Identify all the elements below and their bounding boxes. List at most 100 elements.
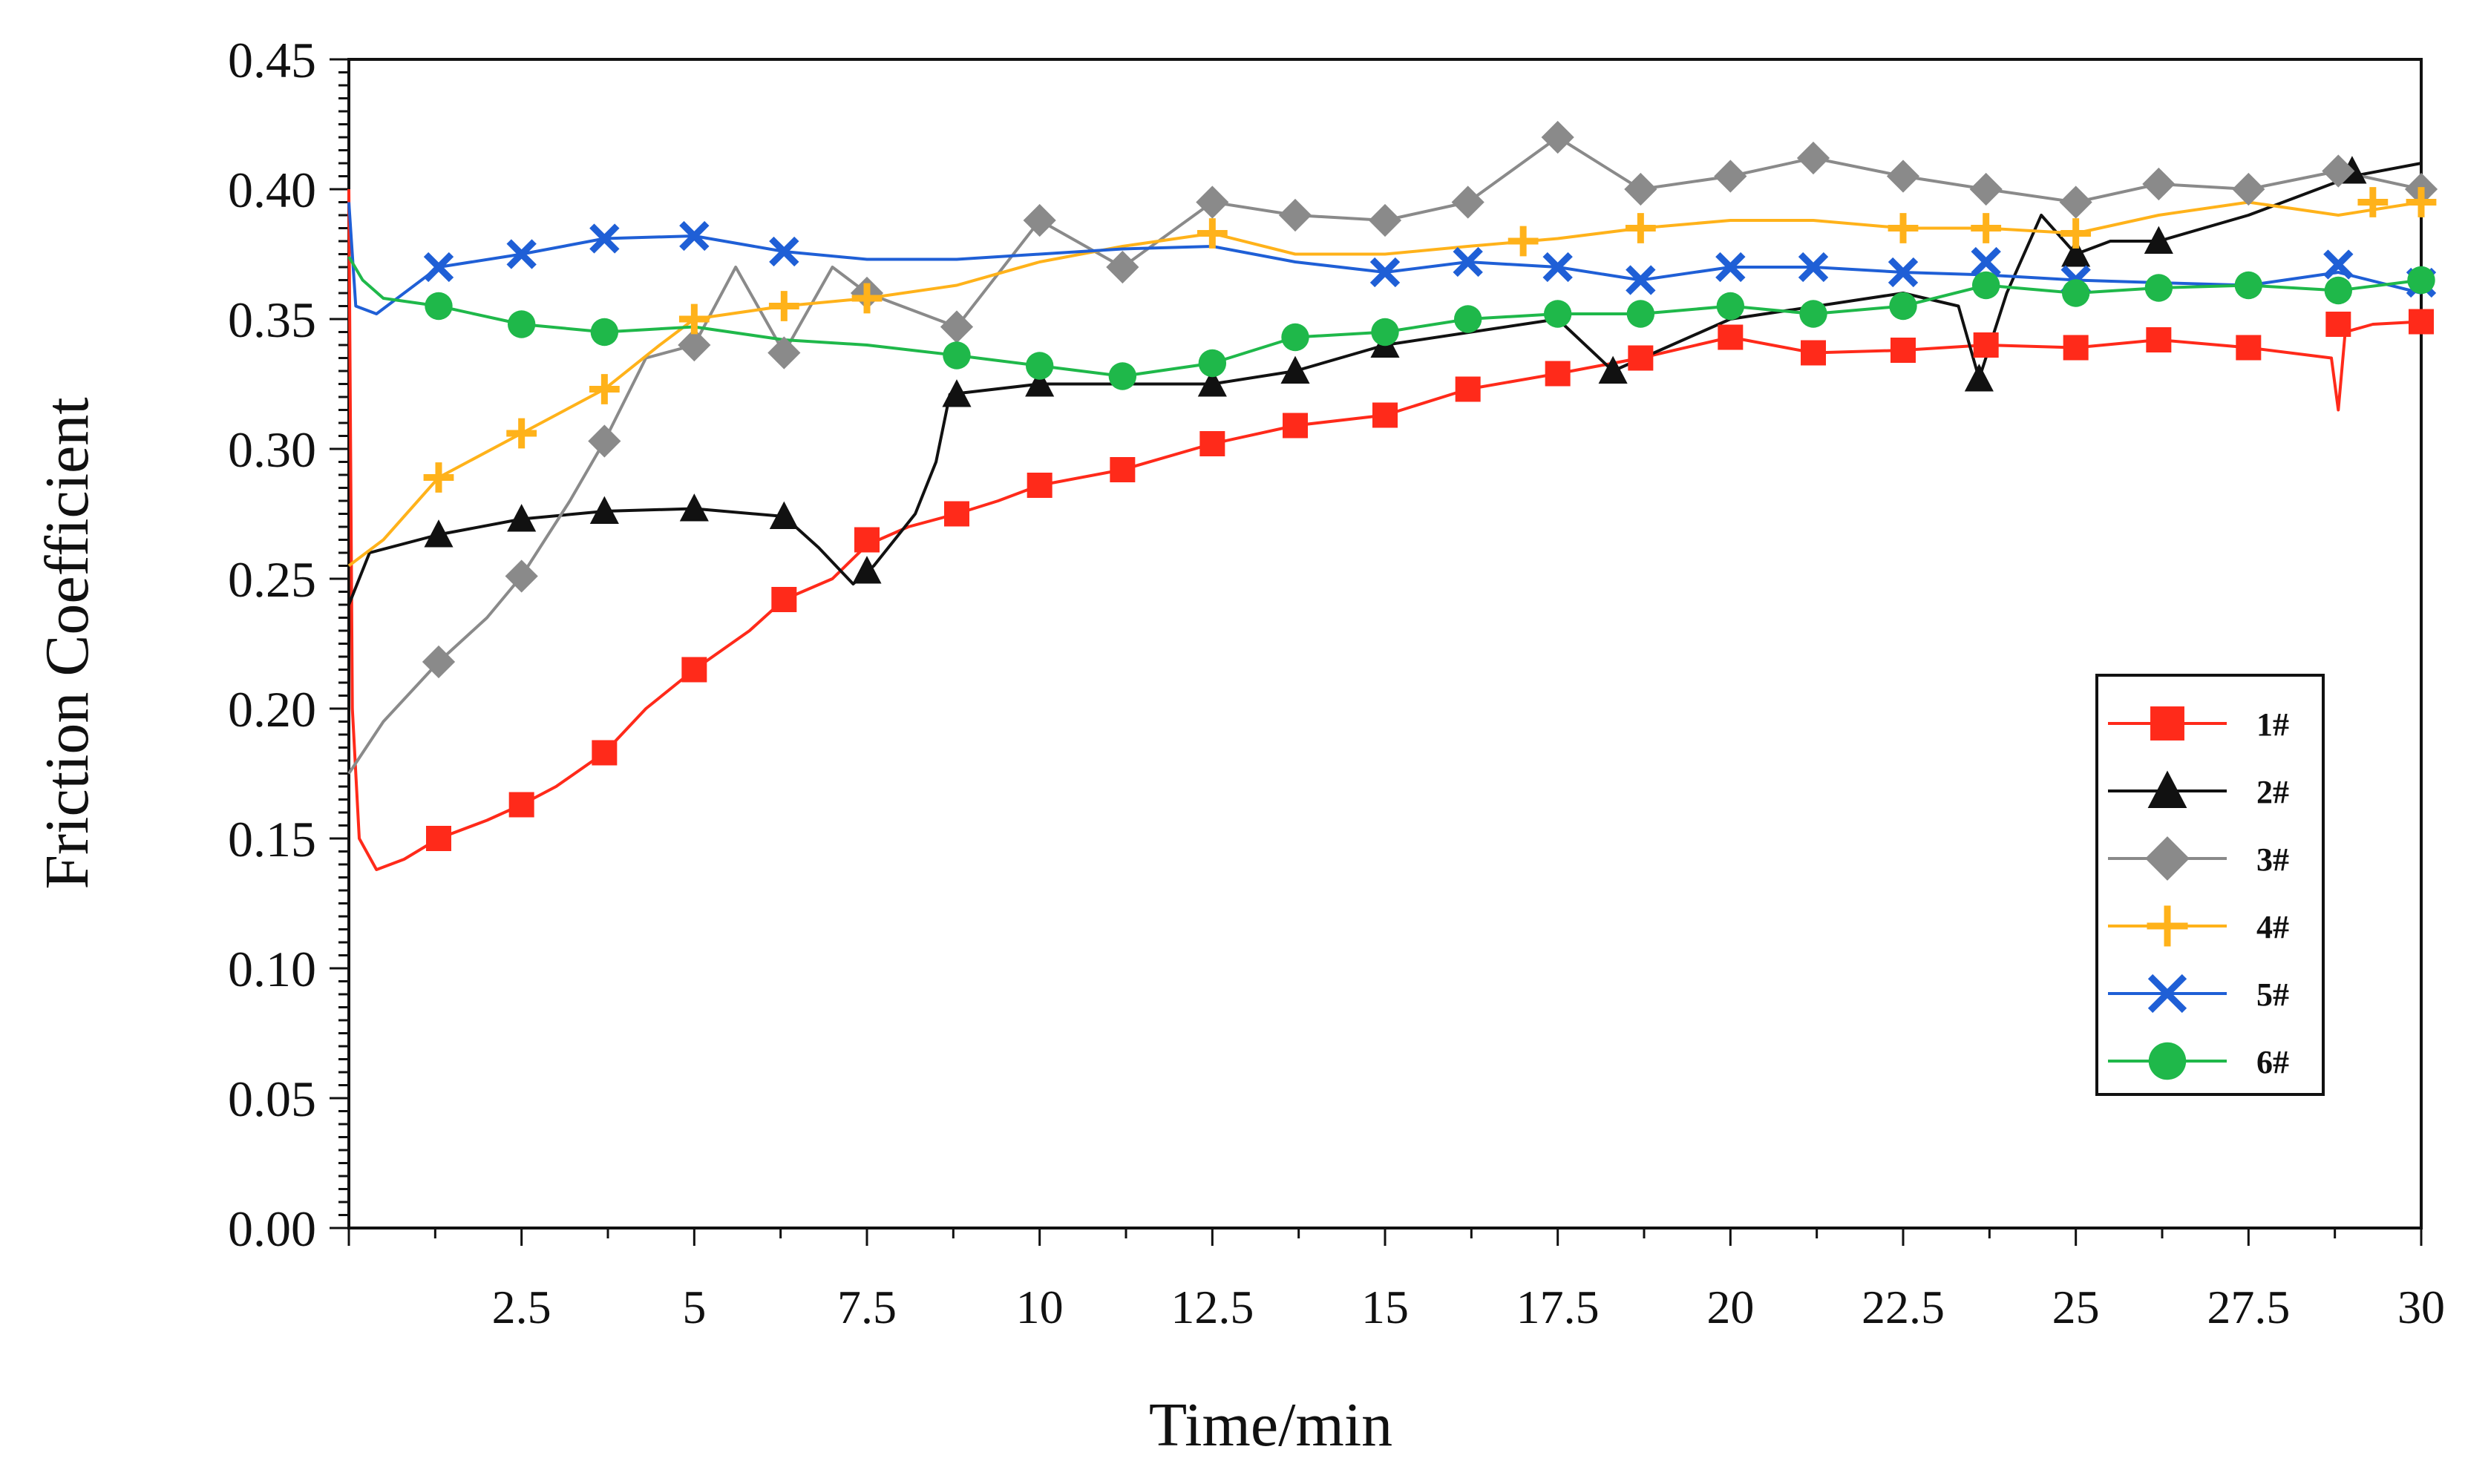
legend-label: 2# — [2256, 774, 2289, 810]
diamond-marker — [1196, 186, 1229, 219]
y-axis-title: Friction Coefficient — [33, 397, 102, 889]
x-tick-label: 17.5 — [1516, 1281, 1600, 1333]
circle-marker — [2407, 266, 2435, 295]
x-marker — [1715, 252, 1746, 283]
diamond-marker — [2232, 172, 2265, 206]
triangle-marker — [589, 496, 619, 524]
square-marker — [1545, 361, 1571, 387]
x-tick-label: 30 — [2397, 1281, 2445, 1333]
triangle-marker — [424, 519, 454, 548]
plus-marker — [851, 283, 883, 314]
circle-marker — [1108, 362, 1137, 390]
y-tick-label: 0.15 — [228, 811, 316, 867]
plus-marker — [1197, 218, 1228, 249]
square-marker — [2409, 309, 2434, 335]
plus-marker — [2406, 187, 2437, 217]
plus-marker — [1971, 213, 2002, 243]
circle-marker — [2324, 276, 2353, 305]
y-tick-label: 0.05 — [228, 1071, 316, 1127]
square-marker — [425, 826, 451, 851]
series-line-4 — [347, 200, 2422, 568]
x-marker — [1369, 257, 1401, 288]
plus-marker — [589, 374, 620, 404]
diamond-marker — [1368, 203, 1402, 237]
plus-marker — [506, 418, 537, 449]
circle-marker — [2144, 274, 2173, 302]
square-marker — [771, 587, 797, 612]
y-tick-label: 0.20 — [228, 681, 316, 738]
triangle-marker — [1280, 355, 1310, 384]
x-tick-label: 20 — [1706, 1281, 1754, 1333]
diamond-marker — [678, 328, 711, 362]
triangle-marker — [2147, 770, 2187, 808]
y-tick-label: 0.45 — [228, 32, 316, 88]
diamond-marker — [2145, 836, 2190, 881]
x-tick-label: 2.5 — [492, 1281, 551, 1333]
triangle-marker — [1025, 369, 1055, 397]
circle-marker — [2061, 279, 2090, 307]
circle-marker — [1281, 323, 1309, 352]
plus-marker — [2357, 187, 2389, 217]
diamond-marker — [1023, 203, 1056, 237]
circle-marker — [2234, 271, 2263, 300]
diamond-marker — [505, 559, 538, 593]
legend-label: 6# — [2256, 1044, 2289, 1080]
square-marker — [1801, 340, 1827, 366]
diamond-marker — [1714, 160, 1747, 193]
diamond-marker — [1886, 160, 1920, 193]
x-marker — [1542, 252, 1573, 283]
legend: 1# 2# 3# 4# 5# 6# — [2095, 674, 2325, 1096]
square-marker — [2236, 335, 2262, 361]
plus-marker — [2147, 905, 2188, 947]
circle-marker — [2148, 1042, 2187, 1080]
diamond-marker — [1969, 172, 2003, 206]
square-marker — [1628, 345, 1654, 371]
y-tick-label: 0.35 — [228, 292, 316, 348]
diamond-marker — [767, 336, 801, 370]
x-marker — [1453, 246, 1483, 278]
legend-label: 3# — [2256, 841, 2289, 878]
circle-marker — [425, 292, 453, 321]
circle-marker — [1716, 292, 1745, 321]
x-tick-label: 25 — [2052, 1281, 2100, 1333]
square-marker — [1372, 402, 1398, 428]
square-marker — [2063, 335, 2089, 361]
diamond-marker — [1106, 250, 1139, 284]
diamond-marker — [1541, 120, 1574, 154]
square-marker — [1110, 457, 1136, 482]
x-marker — [679, 220, 710, 252]
triangle-marker — [2061, 239, 2091, 267]
diamond-marker — [1624, 172, 1657, 206]
y-tick-label: 0.25 — [228, 551, 316, 608]
square-marker — [1973, 332, 1999, 358]
diamond-marker — [1796, 141, 1830, 175]
legend-label: 5# — [2256, 976, 2289, 1013]
square-marker — [1027, 473, 1053, 498]
diamond-marker — [2059, 186, 2092, 219]
y-tick-label: 0.40 — [228, 162, 316, 218]
legend-box — [2095, 674, 2325, 1096]
square-marker — [1199, 431, 1225, 456]
x-marker — [589, 223, 620, 254]
axis-ticks — [330, 58, 2423, 1246]
x-marker — [1888, 257, 1919, 288]
square-marker — [592, 740, 618, 766]
circle-marker — [1025, 352, 1054, 380]
triangle-marker — [1598, 355, 1628, 384]
square-marker — [1891, 338, 1916, 363]
x-tick-label: 27.5 — [2207, 1281, 2290, 1333]
x-tick-label: 22.5 — [1862, 1281, 1945, 1333]
y-tick-label: 0.10 — [228, 941, 316, 997]
circle-marker — [943, 341, 971, 370]
y-tick-label: 0.30 — [228, 421, 316, 478]
x-marker — [1798, 252, 1829, 283]
x-marker — [2147, 974, 2187, 1014]
circle-marker — [1198, 349, 1227, 378]
x-marker — [423, 252, 454, 283]
triangle-marker — [769, 501, 799, 529]
triangle-marker — [852, 556, 882, 584]
triangle-marker — [1197, 369, 1227, 397]
triangle-marker — [2144, 226, 2173, 254]
series-markers — [422, 120, 2438, 851]
